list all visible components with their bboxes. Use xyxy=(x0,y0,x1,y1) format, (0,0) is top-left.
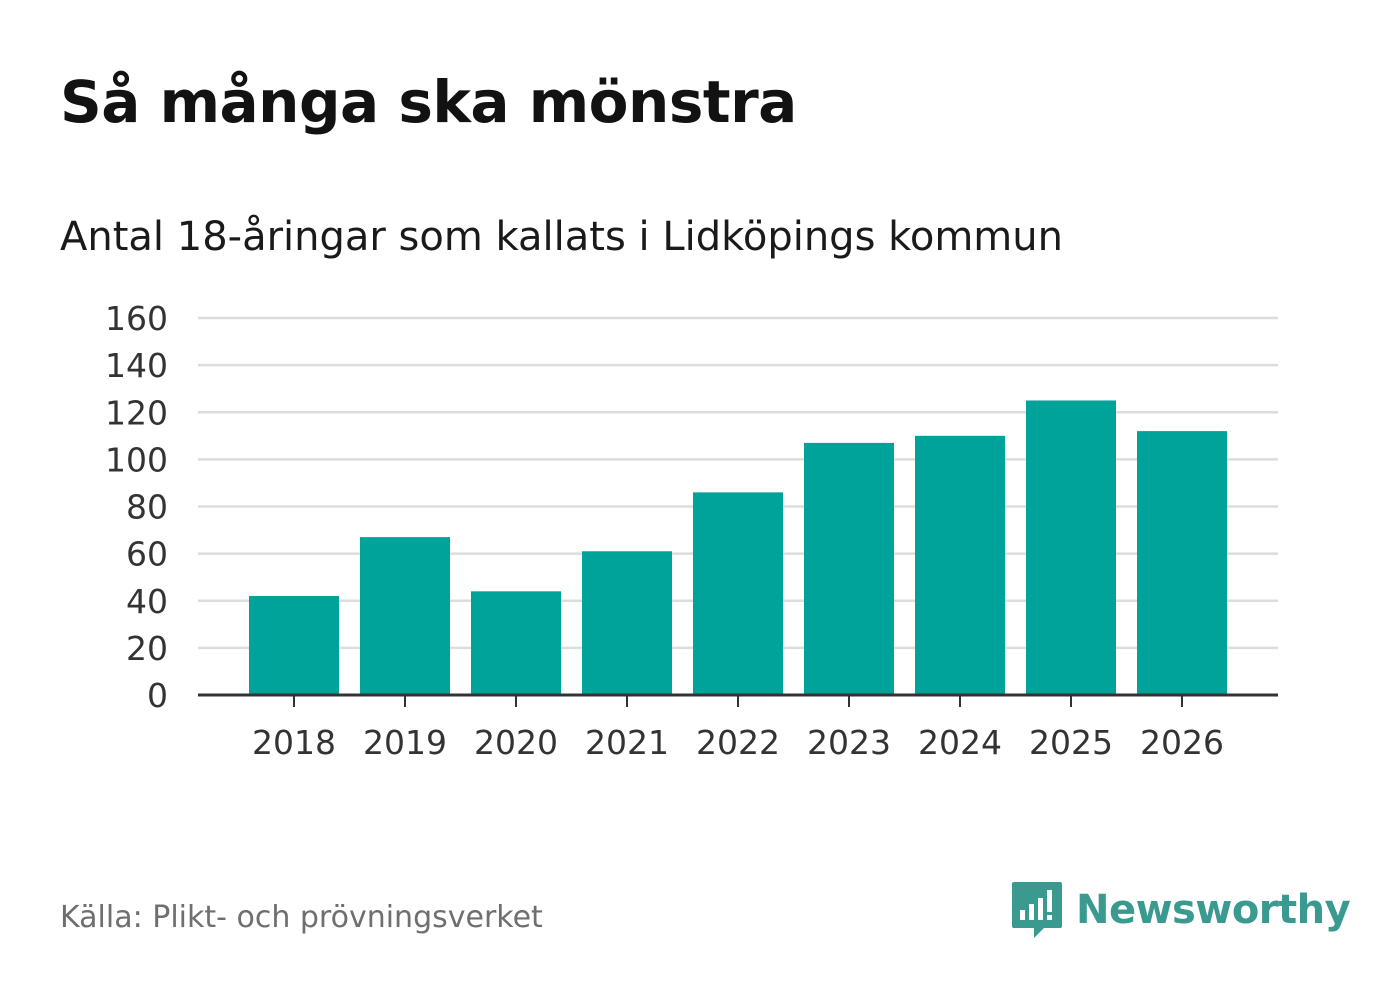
bar-2024 xyxy=(915,435,1005,695)
y-tick-label-80: 80 xyxy=(126,488,168,527)
y-tick-label-160: 160 xyxy=(105,299,168,338)
x-tick-label-2026: 2026 xyxy=(1140,723,1224,762)
y-tick-label-0: 0 xyxy=(147,676,168,715)
x-tick-label-2023: 2023 xyxy=(807,723,891,762)
newsworthy-logo-icon xyxy=(1012,882,1062,938)
y-tick-label-120: 120 xyxy=(105,393,168,432)
y-tick-label-140: 140 xyxy=(105,346,168,385)
x-tick-label-2024: 2024 xyxy=(918,723,1002,762)
x-tick-label-2019: 2019 xyxy=(363,723,447,762)
bar-chart: 0 20 40 60 80 100 120 140 160 2018 2019 2020 2021 202… xyxy=(105,299,1278,762)
y-tick-label-60: 60 xyxy=(126,535,168,574)
bar-2025 xyxy=(1026,400,1116,695)
chart-subtitle: Antal 18-åringar som kallats i Lidköping… xyxy=(60,214,1063,260)
x-tick-label-2021: 2021 xyxy=(585,723,669,762)
brand-name: Newsworthy xyxy=(1076,887,1351,933)
newsworthy-logo: Newsworthy xyxy=(1010,880,1351,940)
bar-2019 xyxy=(360,537,450,695)
x-tick-label-2025: 2025 xyxy=(1029,723,1113,762)
bar-2023 xyxy=(804,442,894,695)
x-tick-label-2018: 2018 xyxy=(252,723,336,762)
chart-title: Så många ska mönstra xyxy=(60,68,797,136)
y-tick-label-100: 100 xyxy=(105,440,168,479)
bars xyxy=(249,400,1227,695)
bar-2018 xyxy=(249,596,339,695)
y-tick-label-40: 40 xyxy=(126,582,168,621)
x-tick-label-2022: 2022 xyxy=(696,723,780,762)
bar-2026 xyxy=(1137,431,1227,695)
bar-2021 xyxy=(582,551,672,695)
x-tick-label-2020: 2020 xyxy=(474,723,558,762)
tick-labels: 0 20 40 60 80 100 120 140 160 2018 2019 2020 2021 202… xyxy=(105,299,1224,762)
y-tick-label-20: 20 xyxy=(126,629,168,668)
bar-2022 xyxy=(693,492,783,695)
axes xyxy=(198,693,1278,707)
source-note: Källa: Plikt- och prövningsverket xyxy=(60,900,543,935)
bar-2020 xyxy=(471,591,561,695)
